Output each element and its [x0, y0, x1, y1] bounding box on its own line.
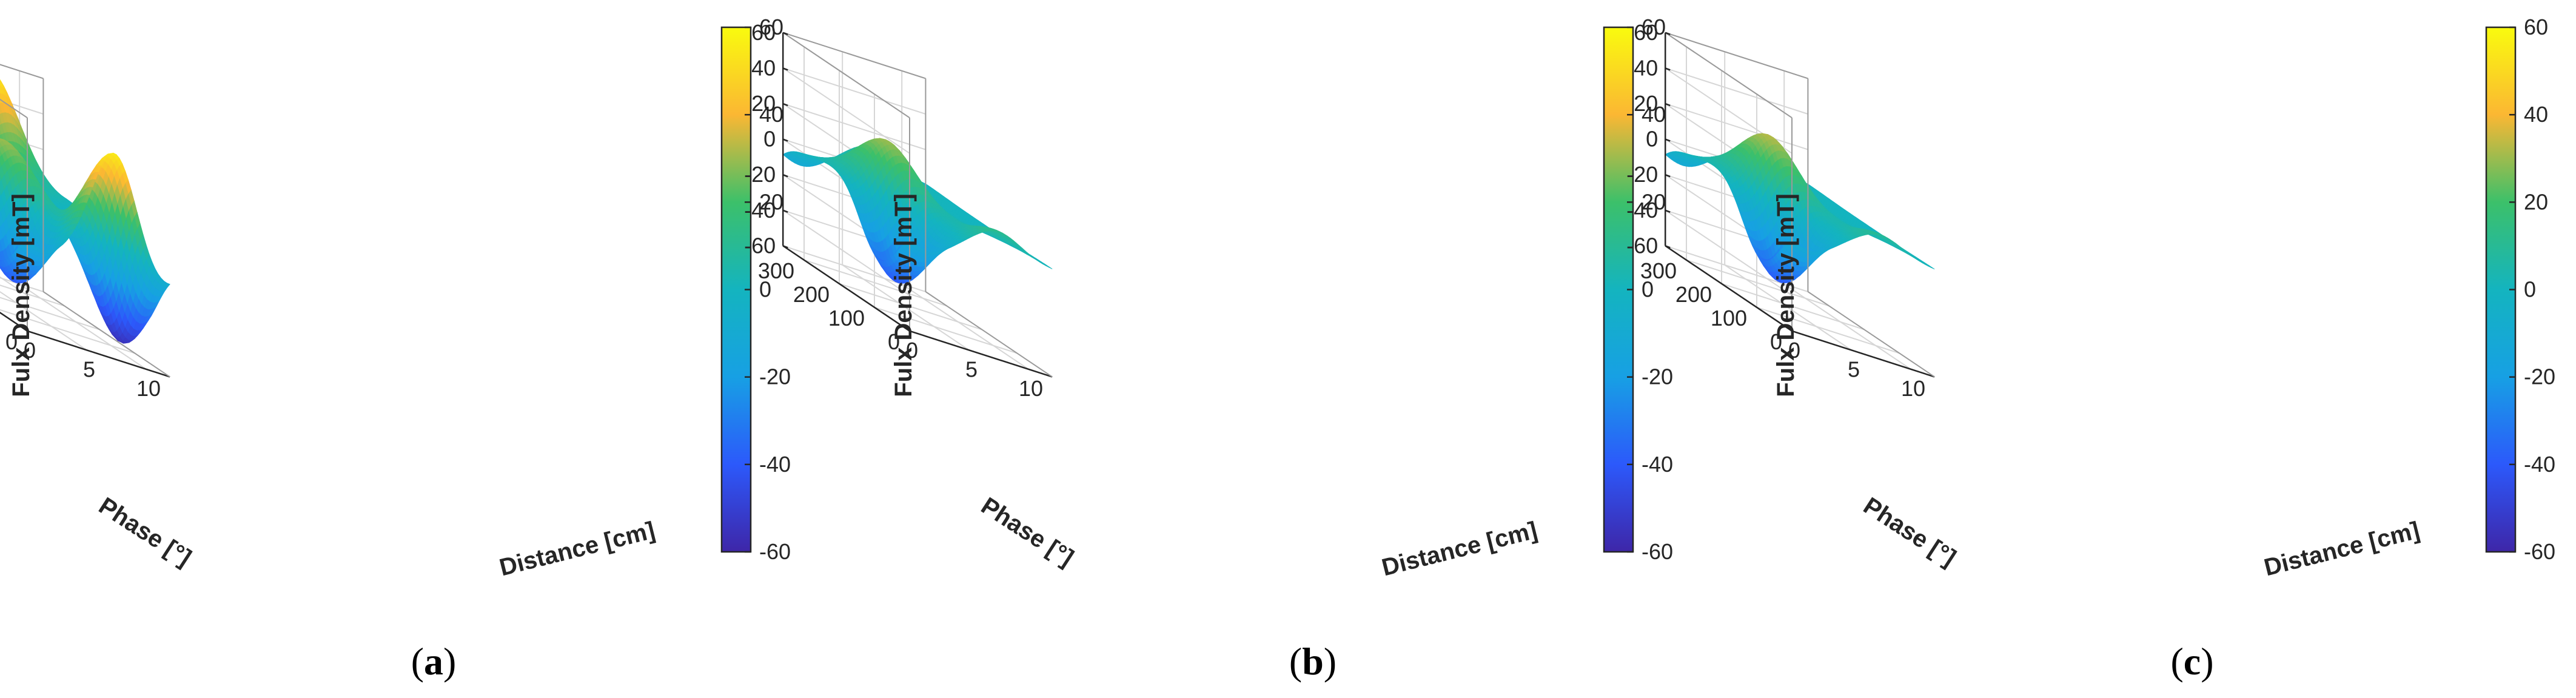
box-edge: [0, 64, 44, 79]
colorbar-tick-label: -40: [759, 452, 791, 477]
surface-patch: [1046, 265, 1053, 269]
caption-paren: (: [411, 640, 424, 683]
phase-axis-label: Phase [°]: [976, 492, 1078, 571]
distance-axis-label: Distance [cm]: [497, 517, 657, 581]
gridline-floor: [0, 290, 87, 351]
distance-tick-label: 5: [965, 357, 978, 381]
z-tick-label: 60: [751, 20, 776, 45]
caption-paren: ): [1324, 640, 1337, 683]
z-tick-label: -20: [744, 162, 776, 187]
z-tick-mark: [782, 245, 788, 249]
caption-letter: a: [424, 640, 443, 683]
distance-tick-label: 10: [1019, 376, 1043, 401]
gridline-left-wall: [782, 67, 910, 154]
colorbar-tick-label: -20: [759, 364, 791, 389]
gridline-floor: [19, 283, 147, 370]
phase-tick-label: 100: [828, 306, 865, 331]
z-tick-label: 0: [763, 127, 776, 152]
distance-tick-label: 10: [136, 376, 161, 401]
colorbar-tick-label: -60: [759, 539, 791, 564]
colorbar-tick-label: -60: [1642, 539, 1673, 564]
caption-paren: (: [1289, 640, 1302, 683]
distance-axis-label: Distance [cm]: [1379, 517, 1540, 581]
phase-tick-label: 300: [758, 258, 794, 283]
panel-caption: (b): [1289, 640, 1337, 683]
z-axis-label: Fulx Density [mT]: [890, 193, 917, 397]
z-tick-label: 20: [751, 91, 776, 116]
distance-tick-label: 5: [83, 357, 95, 381]
panel-caption: (a): [411, 640, 457, 683]
phase-tick-label: 200: [793, 282, 830, 307]
caption-paren: ): [443, 640, 456, 683]
surface-b: [782, 138, 1053, 284]
phase-axis-label: Phase [°]: [94, 492, 196, 571]
z-axis-label: Fulx Density [mT]: [8, 193, 35, 397]
surface-c: [1665, 133, 1935, 284]
z-tick-label: -60: [744, 233, 776, 258]
surface-a: [0, 79, 170, 344]
z-tick-label: -40: [744, 198, 776, 223]
colorbar-tick-label: -20: [1642, 364, 1673, 389]
caption-letter: b: [1302, 640, 1324, 683]
box-edge: [782, 32, 910, 119]
gridline-left-wall: [0, 276, 28, 297]
z-tick-label: 40: [751, 55, 776, 80]
colorbar-tick-label: -40: [1642, 452, 1673, 477]
